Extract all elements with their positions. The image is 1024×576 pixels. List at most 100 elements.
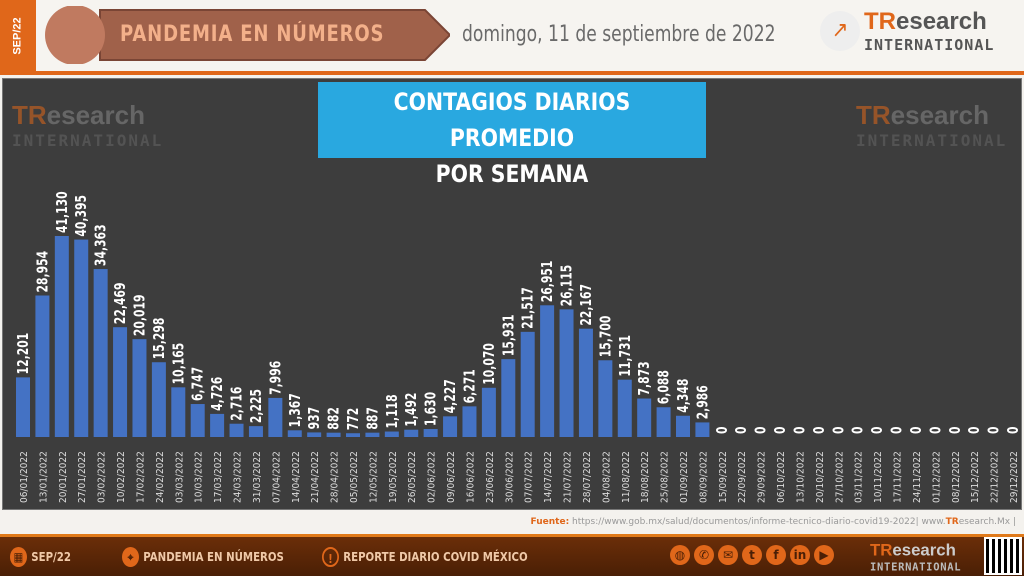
x-tick-label: 01/12/2022 <box>931 451 942 503</box>
data-label: 11,731 <box>617 335 635 377</box>
x-tick-label: 03/02/2022 <box>97 451 108 503</box>
x-tick-label: 30/06/2022 <box>504 451 515 503</box>
x-tick-label: 23/06/2022 <box>485 451 496 503</box>
bar <box>443 416 458 437</box>
data-label: 7,873 <box>636 361 654 395</box>
x-tick-label: 29/09/2022 <box>757 451 768 503</box>
data-label: 34,363 <box>92 224 110 266</box>
data-label: 0 <box>927 426 945 434</box>
bar <box>365 432 380 437</box>
data-label: 0 <box>772 426 790 434</box>
bar <box>617 379 632 437</box>
x-tick-label: 10/11/2022 <box>873 451 884 503</box>
x-tick-label: 06/10/2022 <box>776 451 787 503</box>
data-label: 1,630 <box>422 392 440 426</box>
header: SEP/22 PANDEMIA EN NÚMEROS domingo, 11 d… <box>0 0 1024 72</box>
x-tick-label: 24/11/2022 <box>912 451 923 503</box>
x-tick-label: 24/03/2022 <box>233 451 244 503</box>
bar <box>695 422 710 437</box>
data-label: 0 <box>714 426 732 434</box>
x-tick-label: 08/12/2022 <box>951 451 962 503</box>
data-label: 4,227 <box>442 379 460 413</box>
x-tick-label: 06/01/2022 <box>19 451 30 503</box>
bar <box>287 430 302 437</box>
x-tick-label: 03/03/2022 <box>174 451 185 503</box>
data-label: 772 <box>345 408 363 431</box>
data-label: 10,070 <box>481 343 499 385</box>
globe-icon[interactable]: ◍ <box>670 545 690 565</box>
data-label: 0 <box>985 426 1003 434</box>
x-tick-label: 24/02/2022 <box>155 451 166 503</box>
bar <box>501 359 516 437</box>
data-label: 0 <box>1005 426 1023 434</box>
x-tick-label: 28/04/2022 <box>330 451 341 503</box>
data-label: 15,298 <box>151 318 169 360</box>
x-tick-label: 22/12/2022 <box>990 451 1001 503</box>
data-label: 0 <box>947 426 965 434</box>
calendar-icon: ▦ <box>10 546 27 567</box>
bar <box>248 426 263 437</box>
data-label: 22,167 <box>578 284 596 326</box>
data-label: 1,492 <box>403 393 421 427</box>
x-tick-label: 07/04/2022 <box>271 451 282 503</box>
logo: ↗ TResearch INTERNATIONAL <box>820 8 994 54</box>
data-label: 6,271 <box>461 369 479 403</box>
linkedin-icon[interactable]: in <box>790 545 810 565</box>
data-label: 6,088 <box>655 370 673 404</box>
x-tick-label: 20/01/2022 <box>58 451 69 503</box>
bar <box>656 407 671 437</box>
mail-icon[interactable]: ✉ <box>718 545 738 565</box>
bar <box>93 269 108 437</box>
mexico-map-icon <box>45 6 105 64</box>
x-tick-label: 31/03/2022 <box>252 451 263 503</box>
bar <box>404 429 419 437</box>
qr-code[interactable] <box>984 537 1022 575</box>
bar <box>268 397 283 437</box>
x-tick-label: 12/05/2022 <box>368 451 379 503</box>
data-label: 22,469 <box>112 283 130 325</box>
bar <box>578 328 593 437</box>
facebook-icon[interactable]: f <box>766 545 786 565</box>
date-label: domingo, 11 de septiembre de 2022 <box>462 22 776 47</box>
data-label: 26,115 <box>558 265 576 307</box>
data-label: 0 <box>849 426 867 434</box>
x-tick-label: 21/04/2022 <box>310 451 321 503</box>
bar <box>520 331 535 437</box>
whatsapp-icon[interactable]: ✆ <box>694 545 714 565</box>
x-tick-label: 27/01/2022 <box>77 451 88 503</box>
x-tick-label: 10/03/2022 <box>194 451 205 503</box>
data-label: 2,986 <box>694 385 712 419</box>
bar <box>171 387 186 437</box>
social-links: ◍ ✆ ✉ t f in ▶ <box>670 545 834 565</box>
data-label: 10,165 <box>170 343 188 385</box>
x-tick-label: 03/11/2022 <box>854 451 865 503</box>
data-label: 40,395 <box>73 195 91 237</box>
x-tick-label: 05/05/2022 <box>349 451 360 503</box>
data-label: 6,747 <box>189 367 207 401</box>
x-tick-label: 21/07/2022 <box>563 451 574 503</box>
data-label: 2,716 <box>228 387 246 421</box>
youtube-icon[interactable]: ▶ <box>814 545 834 565</box>
banner-shape <box>45 6 450 64</box>
bar <box>16 377 30 437</box>
x-tick-label: 22/09/2022 <box>737 451 748 503</box>
twitter-icon[interactable]: t <box>742 545 762 565</box>
x-tick-label: 19/05/2022 <box>388 451 399 503</box>
watermark-logo-left: TResearch INTERNATIONAL <box>12 100 164 150</box>
bar <box>229 423 244 437</box>
footer-date: ▦ SEP/22 <box>10 546 71 567</box>
x-tick-label: 09/06/2022 <box>446 451 457 503</box>
x-tick-label: 04/08/2022 <box>601 451 612 503</box>
x-tick-label: 15/12/2022 <box>970 451 981 503</box>
bar <box>326 432 341 437</box>
data-label: 28,954 <box>34 251 52 293</box>
data-label: 15,700 <box>597 316 615 358</box>
bar <box>559 309 574 437</box>
bar <box>74 239 89 437</box>
data-label: 7,996 <box>267 361 285 395</box>
data-label: 0 <box>908 426 926 434</box>
x-tick-label: 14/07/2022 <box>543 451 554 503</box>
data-label: 1,118 <box>384 394 402 428</box>
x-tick-label: 13/10/2022 <box>795 451 806 503</box>
